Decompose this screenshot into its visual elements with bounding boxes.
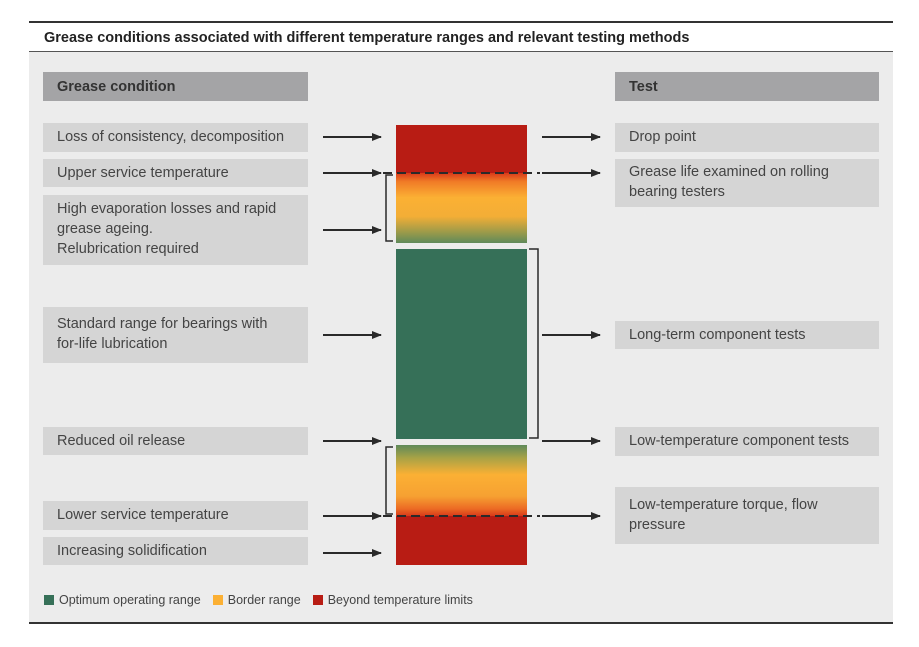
test-low-temperature-component: Low-temperature component tests <box>615 427 879 456</box>
test-header: Test <box>615 72 879 101</box>
legend: Optimum operating range Border range Bey… <box>44 593 485 607</box>
legend-swatch-optimum <box>44 595 54 605</box>
condition-increasing-solidification: Increasing solidification <box>43 537 308 565</box>
legend-label-border: Border range <box>227 593 301 607</box>
condition-reduced-oil-release: Reduced oil release <box>43 427 308 455</box>
condition-high-evaporation-losses: High evaporation losses and rapid grease… <box>43 195 308 265</box>
title-rule <box>29 51 893 52</box>
legend-item-optimum: Optimum operating range <box>44 593 201 607</box>
bar-bottom-red-segment <box>396 516 527 565</box>
test-grease-life: Grease life examined on rolling bearing … <box>615 159 879 207</box>
grease-condition-header: Grease condition <box>43 72 308 101</box>
legend-swatch-border <box>212 595 223 605</box>
legend-label-beyond: Beyond temperature limits <box>327 593 473 607</box>
legend-label-optimum: Optimum operating range <box>59 593 201 607</box>
bottom-rule <box>29 622 893 624</box>
test-low-temperature-torque: Low-temperature torque, flow pressure <box>615 487 879 544</box>
bar-optimum-green-segment <box>396 249 527 439</box>
legend-item-border: Border range <box>212 593 301 607</box>
upper-left-bracket <box>385 174 393 242</box>
test-long-term-component: Long-term component tests <box>615 321 879 349</box>
figure-title: Grease conditions associated with differ… <box>44 30 690 46</box>
condition-lower-service-temperature: Lower service temperature <box>43 501 308 530</box>
condition-standard-range: Standard range for bearings with for-lif… <box>43 307 308 363</box>
condition-decomposition: Loss of consistency, decomposition <box>43 123 308 152</box>
legend-swatch-beyond <box>312 595 323 605</box>
test-drop-point: Drop point <box>615 123 879 152</box>
bar-upper-border-segment <box>396 173 527 243</box>
bar-lower-border-segment <box>396 445 527 516</box>
bar-top-red-segment <box>396 125 527 173</box>
condition-upper-service-temperature: Upper service temperature <box>43 159 308 187</box>
lower-left-bracket <box>385 446 393 515</box>
legend-item-beyond: Beyond temperature limits <box>312 593 473 607</box>
top-rule <box>29 21 893 23</box>
green-right-bracket <box>529 248 539 439</box>
